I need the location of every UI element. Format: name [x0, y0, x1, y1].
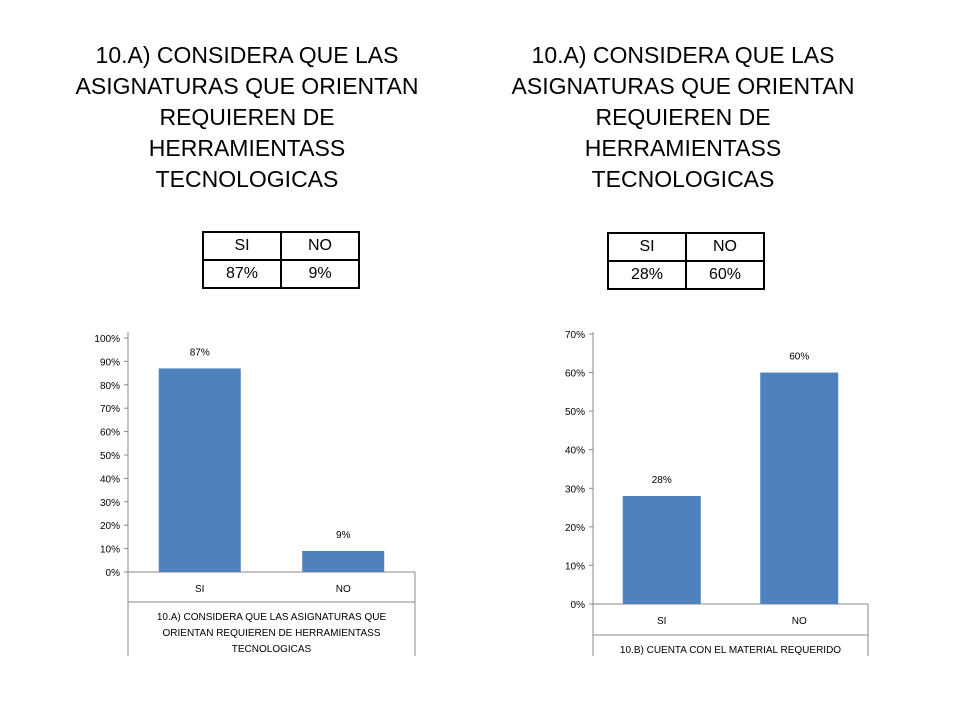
y-tick-label: 50%: [100, 451, 120, 462]
y-tick-label: 80%: [100, 381, 120, 392]
y-tick-label: 60%: [100, 428, 120, 439]
y-tick-label: 90%: [100, 357, 120, 368]
table-row: 87% 9%: [202, 259, 360, 289]
category-label: SI: [195, 584, 204, 595]
table-cell-no: 9%: [280, 259, 360, 289]
y-tick-label: 100%: [94, 334, 120, 345]
y-tick-label: 20%: [565, 523, 585, 534]
y-tick-label: 40%: [565, 446, 585, 457]
y-tick-label: 30%: [100, 498, 120, 509]
y-tick-label: 30%: [565, 484, 585, 495]
chart-title-left: 10.A) CONSIDERA QUE LAS ASIGNATURAS QUE …: [75, 42, 419, 192]
data-label: 9%: [336, 530, 351, 541]
data-label: 28%: [652, 475, 672, 486]
x-axis-title-line: ORIENTAN REQUIEREN DE HERRAMIENTASS: [163, 628, 381, 639]
table-header-row: SI NO: [202, 231, 360, 261]
y-tick-label: 10%: [100, 545, 120, 556]
table-row: 28% 60%: [607, 260, 765, 290]
table-cell-si: 28%: [607, 260, 687, 290]
summary-table-left: SI NO 87% 9%: [202, 231, 360, 289]
y-tick-label: 10%: [565, 561, 585, 572]
bar-no: [760, 372, 839, 604]
table-header-row: SI NO: [607, 232, 765, 262]
y-tick-label: 0%: [571, 600, 586, 611]
x-axis-title-line: TECNOLOGICAS: [232, 644, 312, 655]
x-axis-title-line: 10.B) CUENTA CON EL MATERIAL REQUERIDO: [620, 645, 841, 656]
category-label: SI: [657, 616, 666, 627]
table-cell-si: 87%: [202, 259, 282, 289]
table-cell-no: 60%: [685, 260, 765, 290]
category-label: NO: [792, 616, 807, 627]
x-axis-title-line: 10.A) CONSIDERA QUE LAS ASIGNATURAS QUE: [157, 612, 387, 623]
data-label: 60%: [789, 352, 809, 363]
y-tick-label: 60%: [565, 369, 585, 380]
y-tick-label: 40%: [100, 474, 120, 485]
y-tick-label: 70%: [565, 330, 585, 341]
category-label: NO: [336, 584, 351, 595]
y-tick-label: 50%: [565, 407, 585, 418]
data-label: 87%: [190, 347, 210, 358]
table-header-no: NO: [685, 232, 765, 262]
table-header-si: SI: [607, 232, 687, 262]
y-tick-label: 20%: [100, 521, 120, 532]
table-header-no: NO: [280, 231, 360, 261]
chart-title-right: 10.A) CONSIDERA QUE LAS ASIGNATURAS QUE …: [511, 42, 855, 192]
bar-si: [158, 368, 241, 572]
y-tick-label: 70%: [100, 404, 120, 415]
summary-table-right: SI NO 28% 60%: [607, 232, 765, 290]
bar-si: [622, 496, 701, 604]
table-header-si: SI: [202, 231, 282, 261]
y-tick-label: 0%: [106, 568, 121, 579]
bar-no: [302, 550, 385, 572]
